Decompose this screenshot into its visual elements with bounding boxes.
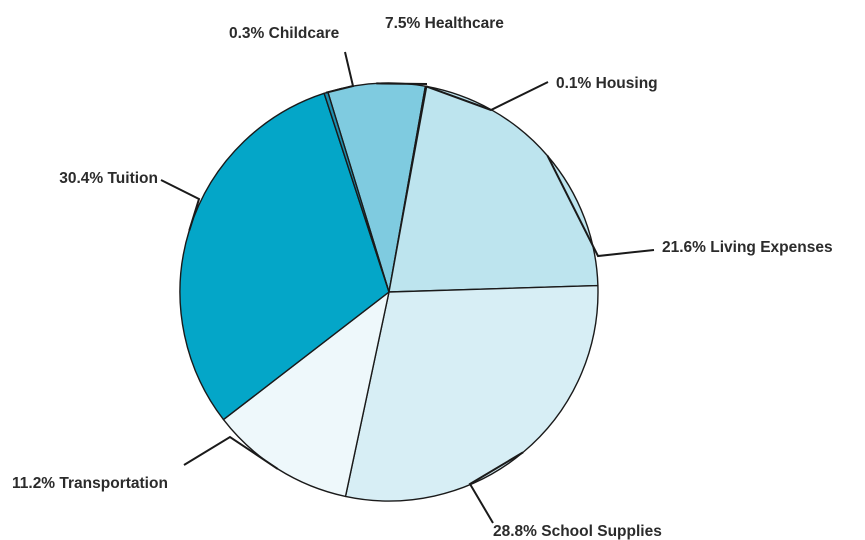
leader-line-transportation (183, 435, 279, 470)
slice-label-tuition: 30.4% Tuition (59, 170, 158, 187)
pie-slices (179, 82, 599, 502)
leader-line-tuition (160, 179, 201, 231)
leader-line-living-expenses (546, 155, 655, 258)
leader-line-childcare (325, 51, 355, 94)
pie-slice-school-supplies (344, 284, 599, 502)
pie-labels: 7.5% Healthcare 0.1% Housing 21.6% Living … (12, 15, 833, 540)
slice-label-school-supplies: 28.8% School Supplies (493, 523, 662, 540)
pie-leader-lines (160, 51, 655, 524)
leader-line-healthcare (376, 82, 428, 85)
pie-slice-living-expenses (388, 85, 599, 293)
slice-label-healthcare: 7.5% Healthcare (385, 15, 504, 32)
leader-line-housing (425, 81, 549, 112)
slice-label-childcare: 0.3% Childcare (229, 25, 340, 42)
slice-label-housing: 0.1% Housing (556, 75, 658, 92)
leader-line-school-supplies (468, 451, 524, 524)
slice-label-living-expenses: 21.6% Living Expenses (662, 239, 833, 256)
slice-label-transportation: 11.2% Transportation (12, 475, 168, 492)
